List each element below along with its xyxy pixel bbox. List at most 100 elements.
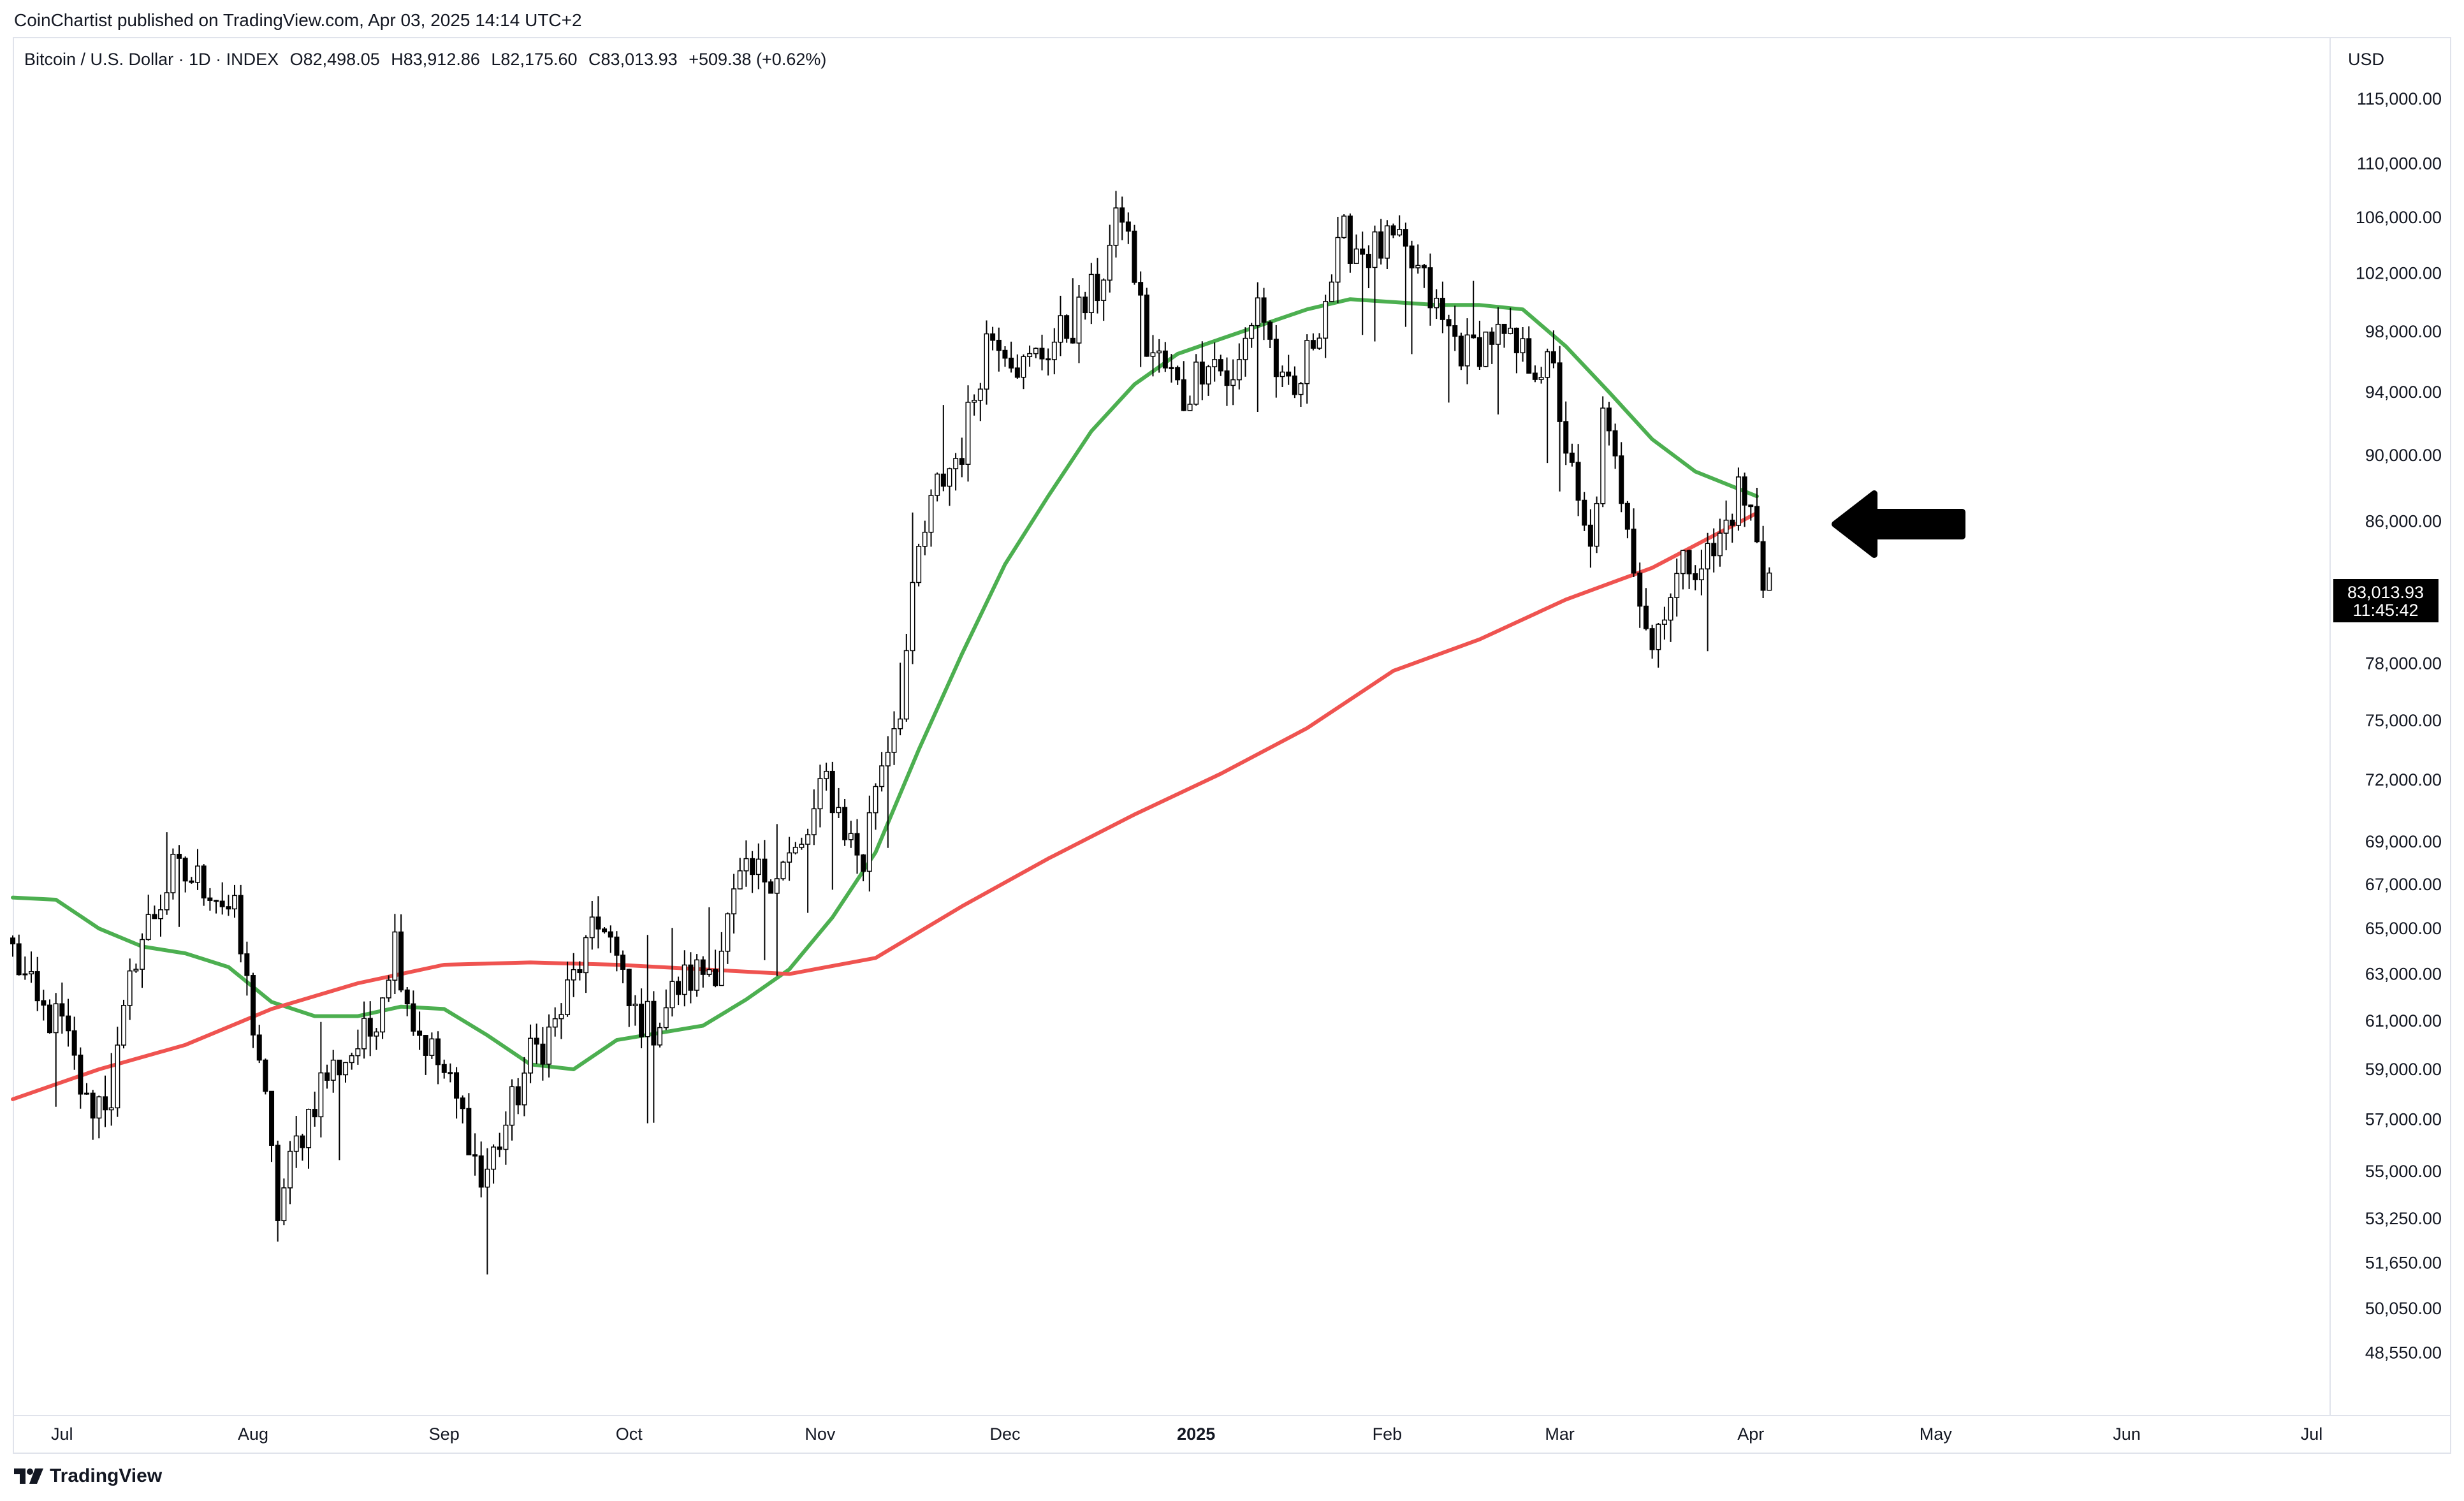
candle-body	[1243, 337, 1248, 360]
candle-body	[1508, 327, 1513, 334]
legend-change: +509.38 (+0.62%)	[689, 50, 827, 69]
candle-body	[990, 333, 996, 341]
candle-body	[1483, 332, 1489, 367]
candle-body	[1021, 356, 1026, 378]
candle-body	[626, 969, 632, 1006]
candle-body	[534, 1037, 539, 1045]
candle-body	[1464, 334, 1470, 367]
time-axis[interactable]: Jul Aug Sep Oct Nov Dec 2025 Feb Mar Apr May Jun Jul	[51, 1424, 2322, 1444]
candle-body	[676, 981, 682, 995]
tradingview-icon	[14, 1468, 43, 1484]
candle-body	[799, 844, 805, 848]
candle-body	[226, 906, 231, 910]
candle-body	[940, 473, 946, 487]
candle-body	[1550, 351, 1556, 363]
candle-body	[972, 400, 977, 403]
currency-label[interactable]: USD	[2348, 50, 2384, 69]
candle-body	[1279, 371, 1285, 377]
candle-body	[96, 1096, 102, 1119]
candle-body	[115, 1044, 120, 1109]
candle-body	[1181, 379, 1186, 411]
time-tick-label: Oct	[616, 1424, 643, 1444]
candle-body	[755, 858, 761, 875]
candle-body	[1064, 315, 1070, 339]
price-tick-label: 50,050.00	[2365, 1299, 2442, 1318]
price-tick-label: 48,550.00	[2365, 1344, 2442, 1363]
candle-body	[688, 964, 694, 991]
candle-body	[275, 1145, 281, 1221]
candle-body	[1735, 476, 1741, 526]
candle-body	[189, 880, 194, 883]
time-tick-label: Nov	[805, 1424, 836, 1444]
candle-body	[361, 1018, 367, 1050]
candle-body	[768, 881, 774, 894]
candle-body	[1538, 377, 1544, 380]
candle-body	[34, 971, 40, 1002]
candle-body	[1563, 421, 1569, 454]
price-axis[interactable]: 115,000.00 110,000.00 106,000.00 102,000.00…	[2356, 89, 2442, 1363]
time-tick-label: Feb	[1373, 1424, 1403, 1444]
candle-body	[700, 959, 706, 975]
candle-body	[910, 582, 915, 652]
candle-body	[460, 1097, 465, 1109]
candle-body	[1323, 301, 1329, 339]
candle-body	[281, 1187, 287, 1222]
candle-body	[1125, 221, 1131, 232]
candle-body	[1101, 279, 1107, 301]
candle-body	[811, 808, 817, 835]
price-tick-label: 57,000.00	[2365, 1110, 2442, 1129]
time-tick-label: May	[1920, 1424, 1953, 1444]
candle-body	[774, 878, 780, 894]
candle-body	[140, 939, 145, 970]
candle-body	[84, 1092, 90, 1095]
candle-body	[133, 969, 139, 972]
time-tick-label: Dec	[989, 1424, 1020, 1444]
candle-body	[1495, 323, 1501, 345]
candle-body	[53, 1003, 59, 1034]
candle-body	[1033, 348, 1039, 355]
candle-body	[108, 1107, 114, 1111]
candle-body	[1631, 529, 1637, 574]
candle-body	[984, 333, 989, 390]
time-tick-label: 2025	[1177, 1424, 1215, 1444]
candle-body	[1384, 225, 1390, 259]
legend-close: C83,013.93	[588, 50, 678, 69]
tradingview-logo[interactable]: TradingView	[14, 1465, 162, 1487]
time-tick-label: Sep	[429, 1424, 460, 1444]
candle-body	[1440, 298, 1445, 320]
candle-body	[1693, 573, 1698, 580]
candle-body	[1513, 327, 1519, 353]
candle-body	[251, 975, 256, 1036]
candle-body	[1403, 229, 1408, 247]
moving-average-line	[11, 297, 1759, 1071]
candle-body	[762, 858, 768, 882]
candle-body	[879, 765, 885, 787]
candle-body	[1113, 207, 1119, 246]
candle-body	[1582, 499, 1587, 526]
candle-body	[269, 1090, 275, 1146]
candle-body	[201, 865, 207, 898]
time-tick-label: Mar	[1545, 1424, 1575, 1444]
candle-body	[632, 1004, 638, 1006]
candle-body	[90, 1092, 96, 1119]
candle-body	[1545, 351, 1550, 378]
candle-body	[182, 858, 188, 882]
price-tick-label: 51,650.00	[2365, 1254, 2442, 1273]
candle-body	[731, 888, 737, 914]
candle-body	[59, 1003, 65, 1017]
candle-body	[1150, 352, 1156, 357]
candle-body	[195, 865, 201, 883]
candle-body	[928, 495, 934, 533]
candle-body	[935, 473, 940, 496]
candle-body	[620, 955, 626, 970]
candle-body	[10, 937, 16, 944]
candle-body	[824, 770, 829, 779]
candle-body	[1600, 407, 1606, 504]
candle-body	[1643, 605, 1649, 629]
candle-body	[898, 718, 903, 729]
candle-body	[1748, 504, 1754, 508]
candle-body	[263, 1059, 268, 1092]
candle-body	[152, 914, 157, 919]
price-tick-label: 69,000.00	[2365, 832, 2442, 851]
